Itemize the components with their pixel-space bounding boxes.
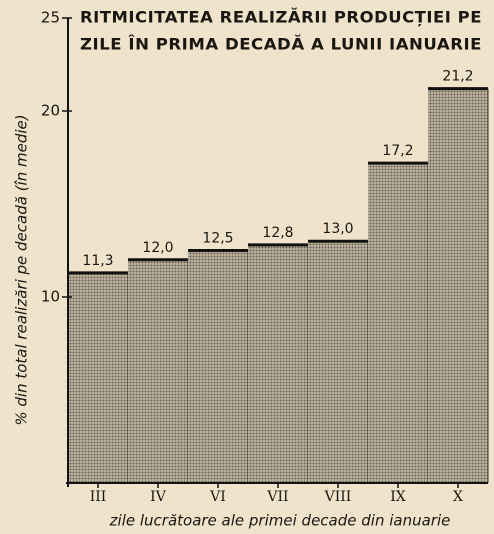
bar-texture: [188, 250, 248, 483]
value-label: 13,0: [322, 221, 353, 237]
bar-texture: [428, 88, 488, 484]
bar-texture: [248, 244, 308, 483]
y-axis-label: % din total realizări pe decadă (în medi…: [13, 114, 31, 425]
value-label: 17,2: [382, 143, 413, 159]
value-label: 12,0: [142, 240, 173, 256]
bar-texture: [308, 241, 368, 483]
bar-texture: [68, 272, 128, 483]
bar-texture: [128, 259, 188, 483]
x-tick-label: IV: [150, 489, 167, 505]
bar-texture: [368, 163, 428, 483]
x-axis-label: zile lucrătoare ale primei decade din ia…: [109, 512, 451, 530]
value-label: 11,3: [82, 253, 113, 269]
chart-title: ZILE ÎN PRIMA DECADĂ A LUNII IANUARIE: [80, 35, 482, 54]
x-tick-label: VI: [209, 489, 226, 505]
y-tick-label: 10: [41, 288, 60, 306]
value-label: 21,2: [442, 69, 473, 85]
value-label: 12,8: [262, 225, 293, 241]
x-tick-label: III: [90, 489, 107, 505]
x-tick-label: X: [453, 489, 463, 505]
x-tick-label: VII: [266, 489, 288, 505]
x-tick-label: VIII: [324, 489, 352, 505]
x-tick-label: IX: [390, 489, 406, 505]
y-tick-label: 25: [41, 9, 60, 27]
value-label: 12,5: [202, 231, 233, 247]
y-tick-label: 20: [41, 102, 60, 120]
chart-title: RITMICITATEA REALIZĂRII PRODUCȚIEI PE: [80, 8, 482, 27]
